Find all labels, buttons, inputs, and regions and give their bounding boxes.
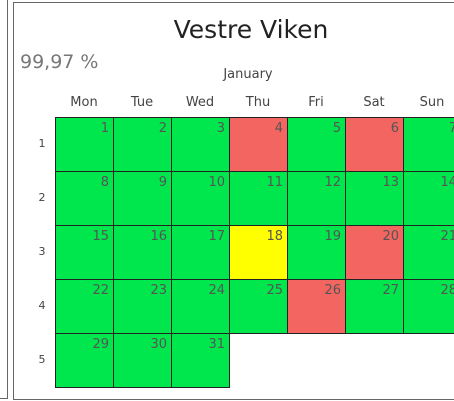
- day-cell: 3: [171, 117, 230, 172]
- weekday-label: Thu: [245, 95, 271, 110]
- day-number: 10: [208, 175, 225, 190]
- day-cell: 18: [229, 225, 288, 280]
- day-number: 25: [266, 283, 283, 298]
- day-number: 2: [158, 121, 167, 136]
- day-cell: 21: [403, 225, 454, 280]
- day-number: 4: [274, 121, 283, 136]
- day-number: 3: [216, 121, 225, 136]
- day-cell: 22: [55, 279, 114, 334]
- day-cell: 8: [55, 171, 114, 226]
- week-number: 2: [38, 191, 46, 204]
- week-number: 5: [38, 353, 46, 366]
- day-number: 20: [382, 229, 399, 244]
- day-number: 8: [100, 175, 109, 190]
- day-cell: 29: [55, 333, 114, 388]
- day-number: 26: [324, 283, 341, 298]
- day-number: 14: [440, 175, 454, 190]
- day-cell: 12: [287, 171, 346, 226]
- day-number: 12: [324, 175, 341, 190]
- weekday-label: Wed: [185, 95, 215, 110]
- day-cell: 15: [55, 225, 114, 280]
- day-cell: 1: [55, 117, 114, 172]
- title: Vestre Viken: [173, 15, 329, 44]
- day-number: 24: [208, 283, 225, 298]
- day-number: 13: [382, 175, 399, 190]
- day-cell: 19: [287, 225, 346, 280]
- day-number: 9: [158, 175, 167, 190]
- day-cell: 6: [345, 117, 404, 172]
- kpi: 99,97 %: [20, 51, 99, 73]
- day-cell: 11: [229, 171, 288, 226]
- day-number: 22: [92, 283, 109, 298]
- side-panel: [0, 0, 8, 399]
- day-number: 27: [382, 283, 399, 298]
- week-number: 1: [38, 137, 46, 150]
- day-cell: 16: [113, 225, 172, 280]
- day-number: 21: [440, 229, 454, 244]
- day-number: 7: [449, 121, 454, 136]
- weekday-label: Sun: [419, 95, 445, 110]
- weekday-label: Mon: [70, 95, 98, 110]
- day-cell: 17: [171, 225, 230, 280]
- day-cell: 5: [287, 117, 346, 172]
- day-number: 16: [150, 229, 167, 244]
- day-number: 30: [150, 337, 167, 352]
- day-cell: 13: [345, 171, 404, 226]
- day-number: 15: [92, 229, 109, 244]
- day-number: 18: [266, 229, 283, 244]
- day-cell: 14: [403, 171, 454, 226]
- weekday-label: Fri: [308, 95, 324, 110]
- calendar-panel: Vestre Viken 99,97 % January Mon Tue Wed Th…: [13, 2, 454, 400]
- day-number: 6: [390, 121, 399, 136]
- day-number: 28: [440, 283, 454, 298]
- day-cell: 7: [403, 117, 454, 172]
- day-number: 17: [208, 229, 225, 244]
- day-number: 31: [208, 337, 225, 352]
- day-cell: 9: [113, 171, 172, 226]
- day-number: 11: [266, 175, 283, 190]
- week-number: 3: [38, 245, 46, 258]
- day-number: 19: [324, 229, 341, 244]
- day-cell: 20: [345, 225, 404, 280]
- day-cell: 30: [113, 333, 172, 388]
- day-cell: 10: [171, 171, 230, 226]
- day-number: 5: [332, 121, 341, 136]
- day-cell: 25: [229, 279, 288, 334]
- week-number: 4: [38, 299, 46, 312]
- day-cell: 4: [229, 117, 288, 172]
- day-number: 23: [150, 283, 167, 298]
- day-cell: 2: [113, 117, 172, 172]
- month: January: [223, 67, 273, 82]
- day-cell: 23: [113, 279, 172, 334]
- day-cell: 28: [403, 279, 454, 334]
- day-number: 1: [100, 121, 109, 136]
- weekday-label: Tue: [130, 95, 154, 110]
- day-cell: 31: [171, 333, 230, 388]
- day-cell: 26: [287, 279, 346, 334]
- day-cell: 24: [171, 279, 230, 334]
- day-cell: 27: [345, 279, 404, 334]
- weekday-label: Sat: [363, 95, 385, 110]
- day-number: 29: [92, 337, 109, 352]
